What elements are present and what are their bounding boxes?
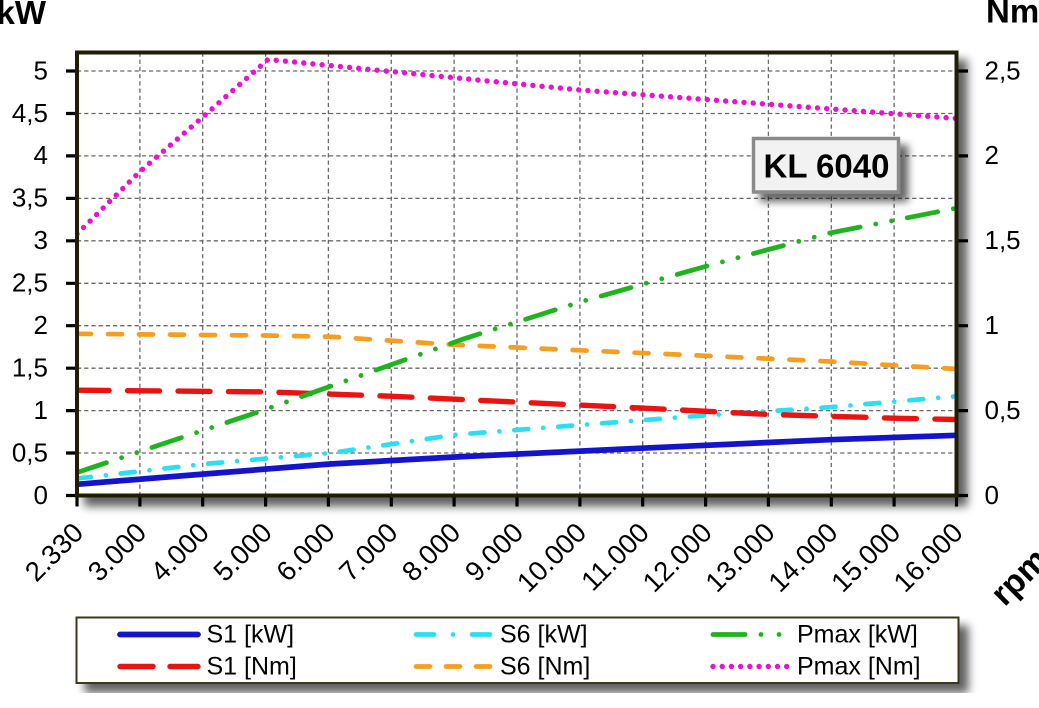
svg-text:Pmax [Nm]: Pmax [Nm] — [797, 653, 921, 681]
svg-text:4: 4 — [34, 140, 48, 170]
svg-text:2: 2 — [34, 310, 48, 340]
svg-text:0: 0 — [985, 480, 999, 510]
svg-text:S6 [kW]: S6 [kW] — [500, 621, 588, 649]
svg-text:Nm: Nm — [986, 0, 1039, 29]
svg-text:11.000: 11.000 — [575, 517, 655, 597]
svg-text:4.000: 4.000 — [144, 517, 215, 588]
svg-text:kW: kW — [0, 0, 47, 31]
svg-text:3.000: 3.000 — [82, 517, 153, 588]
svg-text:2.330: 2.330 — [19, 517, 90, 588]
svg-text:6.000: 6.000 — [270, 517, 341, 588]
svg-text:1,5: 1,5 — [985, 225, 1021, 255]
svg-text:S6 [Nm]: S6 [Nm] — [500, 653, 590, 681]
svg-text:1: 1 — [985, 310, 999, 340]
svg-text:S1 [kW]: S1 [kW] — [207, 621, 295, 649]
svg-text:KL 6040: KL 6040 — [764, 148, 890, 185]
svg-text:rpm: rpm — [983, 541, 1039, 613]
svg-text:2,5: 2,5 — [985, 55, 1021, 85]
svg-text:3,5: 3,5 — [12, 183, 48, 213]
svg-text:0,5: 0,5 — [12, 437, 48, 467]
svg-text:1,5: 1,5 — [12, 353, 48, 383]
svg-text:3: 3 — [34, 225, 48, 255]
svg-text:0: 0 — [34, 480, 48, 510]
svg-text:15.000: 15.000 — [825, 517, 906, 598]
svg-text:16.000: 16.000 — [887, 517, 968, 598]
svg-text:10.000: 10.000 — [511, 517, 592, 598]
svg-text:5: 5 — [34, 55, 48, 85]
svg-text:13.000: 13.000 — [699, 517, 780, 598]
svg-text:Pmax [kW]: Pmax [kW] — [797, 621, 918, 649]
svg-text:5.000: 5.000 — [207, 517, 278, 588]
svg-text:0,5: 0,5 — [985, 395, 1021, 425]
svg-text:S1 [Nm]: S1 [Nm] — [207, 653, 297, 681]
svg-text:8.000: 8.000 — [396, 517, 467, 588]
svg-text:2: 2 — [985, 140, 999, 170]
svg-text:14.000: 14.000 — [762, 517, 843, 598]
svg-text:2,5: 2,5 — [12, 268, 48, 298]
svg-text:4,5: 4,5 — [12, 98, 48, 128]
svg-text:12.000: 12.000 — [636, 517, 717, 598]
svg-text:7.000: 7.000 — [333, 517, 404, 588]
svg-text:1: 1 — [34, 395, 48, 425]
